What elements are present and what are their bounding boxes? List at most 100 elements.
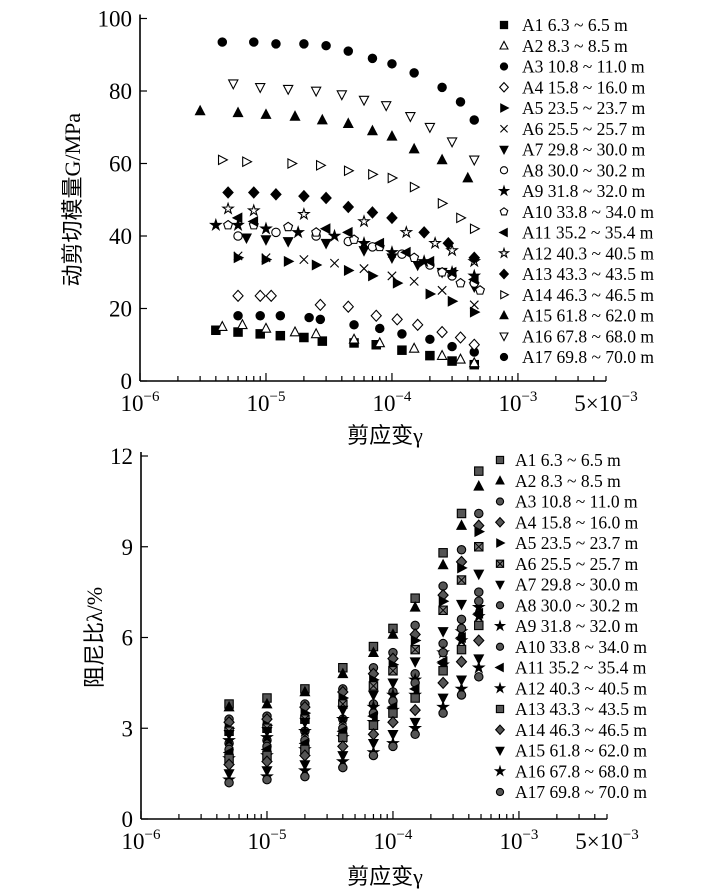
legend-marker — [500, 289, 510, 300]
data-point — [454, 353, 467, 364]
data-point — [474, 285, 486, 295]
series-A2 — [216, 318, 480, 368]
data-point — [455, 655, 468, 668]
data-point — [247, 186, 260, 199]
y-tick-label: 20 — [109, 297, 132, 322]
data-point — [233, 231, 243, 241]
data-point — [194, 104, 206, 116]
legend-marker — [494, 662, 504, 673]
legend-entry: A3 10.8 ~ 11.0 m — [515, 492, 638, 512]
data-point — [471, 660, 486, 674]
data-point — [343, 46, 354, 56]
data-point — [473, 569, 485, 581]
legend-entry: A13 43.3 ~ 43.5 m — [522, 264, 654, 284]
data-point — [436, 153, 448, 165]
data-point — [436, 325, 448, 339]
data-point — [456, 212, 467, 224]
y-axis-label: 动剪切模量G/MPa — [60, 113, 85, 287]
data-point — [410, 693, 420, 703]
data-point — [438, 595, 450, 607]
data-point — [437, 266, 448, 277]
data-point — [260, 235, 272, 246]
data-point — [310, 327, 322, 339]
legend-marker — [495, 580, 505, 591]
data-point — [456, 623, 467, 634]
data-point — [262, 774, 272, 785]
data-point — [283, 221, 294, 232]
x-tick-label: 10−6 — [121, 389, 160, 416]
data-point — [348, 333, 360, 344]
data-point — [232, 289, 244, 303]
legend-entry: A11 35.2 ~ 35.4 m — [515, 658, 647, 678]
data-point — [437, 693, 449, 705]
data-point — [380, 101, 392, 112]
x-tick-label: 10−4 — [373, 827, 412, 854]
data-point — [259, 221, 273, 235]
y-tick-label: 3 — [122, 716, 134, 741]
series-A14 — [217, 154, 481, 235]
data-point — [367, 690, 379, 702]
data-point — [454, 633, 469, 647]
data-point — [388, 741, 398, 752]
data-point — [437, 558, 449, 570]
legend-entry: A5 23.5 ~ 23.7 m — [522, 98, 646, 118]
data-point — [224, 777, 234, 788]
data-point — [474, 508, 484, 519]
data-point — [255, 329, 265, 339]
legend-entry: A1 6.3 ~ 6.5 m — [515, 450, 621, 470]
y-tick-label: 100 — [98, 7, 133, 32]
data-point — [370, 309, 383, 323]
data-point — [260, 108, 272, 119]
series-A6 — [233, 251, 479, 310]
legend-entry: A13 43.3 ~ 43.5 m — [515, 699, 647, 719]
data-point — [317, 336, 328, 346]
data-point — [438, 647, 448, 658]
data-point — [447, 295, 459, 307]
series-A14 — [223, 634, 485, 771]
data-point — [436, 349, 448, 360]
data-point — [409, 657, 421, 668]
y-tick-label: 0 — [122, 807, 134, 832]
data-point — [270, 188, 282, 201]
data-point — [366, 124, 378, 136]
series-A3 — [233, 310, 480, 357]
data-point — [320, 238, 332, 250]
data-point — [289, 110, 301, 121]
data-point — [438, 548, 448, 558]
legend-entry: A11 35.2 ~ 35.4 m — [522, 223, 654, 243]
legend-entry: A10 33.8 ~ 34.0 m — [522, 202, 654, 222]
series-A4 — [232, 289, 481, 352]
data-point — [456, 644, 467, 655]
data-point — [387, 729, 399, 741]
data-point — [400, 246, 411, 258]
legend-marker — [499, 166, 509, 175]
data-point — [445, 266, 457, 278]
data-point — [399, 225, 414, 239]
data-point — [387, 59, 397, 69]
data-point — [327, 228, 342, 242]
legend-marker — [493, 681, 507, 694]
data-point — [261, 253, 271, 263]
legend-marker — [500, 124, 508, 133]
legend-marker — [499, 332, 509, 342]
data-point — [366, 206, 379, 219]
series-A17 — [217, 37, 480, 125]
y-tick-label: 80 — [109, 79, 132, 104]
data-point — [223, 700, 235, 712]
data-point — [329, 258, 340, 268]
legend-entry: A4 15.8 ~ 16.0 m — [515, 512, 639, 532]
data-point — [343, 165, 355, 177]
data-point — [438, 708, 448, 718]
data-point — [254, 289, 267, 303]
data-point — [409, 601, 421, 612]
data-point — [254, 83, 266, 94]
x-tick-label: 10−3 — [498, 389, 537, 416]
data-point — [409, 276, 419, 286]
data-point — [392, 277, 404, 289]
legend-entry: A16 67.8 ~ 68.0 m — [515, 761, 647, 781]
legend-marker — [495, 704, 505, 714]
data-point — [342, 200, 355, 214]
x-tick-label: 10−5 — [247, 827, 286, 854]
data-point — [425, 350, 435, 361]
data-point — [231, 212, 243, 224]
